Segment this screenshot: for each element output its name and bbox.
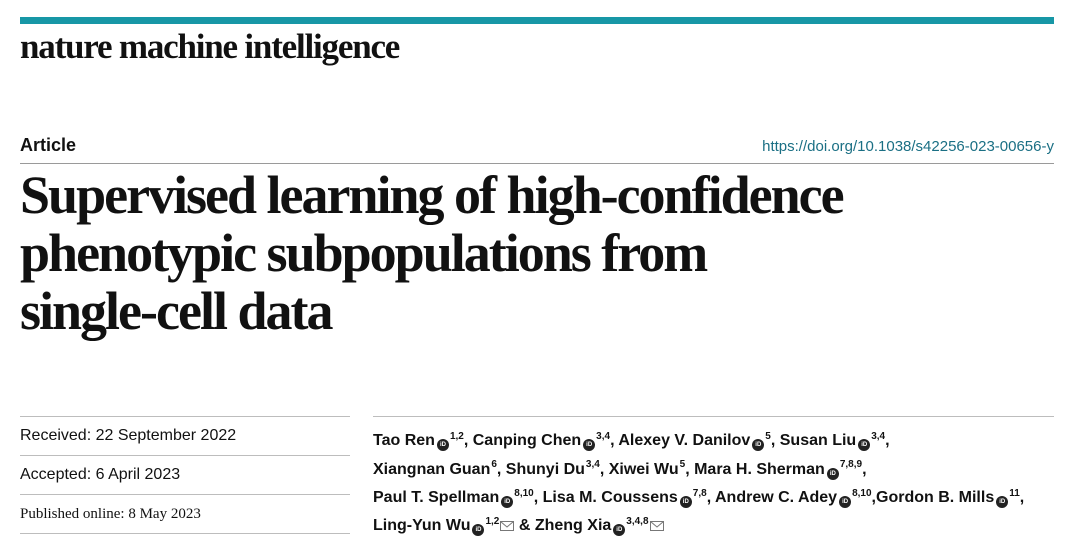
author-name-text: Mara H. Sherman	[694, 460, 825, 478]
orcid-icon[interactable]: iD	[839, 495, 852, 508]
received-date: Received: 22 September 2022	[20, 416, 350, 455]
author-name-text: Andrew C. Adey	[714, 488, 838, 506]
affiliation-marker: 8,10	[514, 487, 534, 499]
orcid-icon[interactable]: iD	[858, 439, 871, 452]
affiliation-marker: 5	[765, 431, 771, 442]
author-name-text: & Zheng Xia	[518, 517, 612, 535]
article-dates: Received: 22 September 2022 Accepted: 6 …	[20, 416, 350, 534]
affiliation-marker: 3,4,8	[626, 515, 649, 527]
author-separator: ,	[862, 460, 867, 478]
author-name[interactable]: Susan Liu iD3,4,	[779, 431, 890, 452]
header-divider	[20, 163, 1054, 164]
author-name[interactable]: & Zheng Xia iD3,4,8	[518, 515, 664, 537]
orcid-icon[interactable]: iD	[826, 467, 839, 480]
author-name[interactable]: Shunyi Du3,4,	[505, 459, 609, 478]
author-name[interactable]: Alexey V. Danilov iD5,	[618, 431, 780, 452]
doi-link[interactable]: https://doi.org/10.1038/s42256-023-00656…	[762, 138, 1054, 155]
author-name-text: Shunyi Du	[505, 460, 585, 478]
author-name[interactable]: Lisa M. Coussens iD7,8,	[542, 487, 715, 508]
author-list: Tao Ren iD1,2, Canping Chen iD3,4, Alexey …	[373, 425, 1033, 538]
orcid-icon[interactable]: iD	[472, 524, 485, 537]
published-date: Published online: 8 May 2023	[20, 494, 350, 534]
author-separator: ,	[871, 488, 876, 506]
affiliation-marker: 7,8,9	[839, 459, 863, 471]
author-name-text: Gordon B. Mills	[876, 488, 995, 506]
affiliation-marker: 7,8	[692, 487, 707, 499]
author-name-text: Paul T. Spellman	[373, 488, 500, 506]
affiliation-marker: 3,4	[596, 431, 611, 442]
orcid-icon[interactable]: iD	[501, 495, 514, 508]
author-name-text: Lisa M. Coussens	[542, 488, 678, 506]
affiliation-marker: 1,2	[485, 515, 500, 527]
author-name[interactable]: Xiwei Wu5,	[608, 459, 695, 478]
orcid-icon[interactable]: iD	[752, 439, 765, 452]
author-name-text: Tao Ren	[373, 432, 435, 450]
author-name-text: Susan Liu	[779, 432, 857, 450]
orcid-icon[interactable]: iD	[613, 524, 626, 537]
affiliation-marker: 5	[679, 459, 686, 471]
affiliation-marker: 6	[491, 459, 497, 471]
author-separator: ,	[496, 460, 506, 478]
article-title: Supervised learning of high-confidence p…	[20, 166, 1020, 340]
author-name[interactable]: Tao Ren iD1,2,	[373, 431, 473, 452]
author-name[interactable]: Canping Chen iD3,4,	[472, 431, 619, 452]
orcid-icon[interactable]: iD	[436, 439, 449, 452]
envelope-icon[interactable]	[500, 515, 515, 532]
article-type-label: Article	[20, 135, 77, 155]
author-name[interactable]: Mara H. Sherman iD7,8,9,	[694, 459, 867, 480]
affiliation-marker: 8,10	[852, 487, 872, 499]
author-name[interactable]: Andrew C. Adey iD8,10,	[714, 487, 876, 508]
author-name-text: Alexey V. Danilov	[618, 432, 751, 450]
journal-name[interactable]: nature machine intelligence	[20, 27, 400, 66]
affiliation-marker: 3,4	[871, 431, 886, 442]
accepted-date: Accepted: 6 April 2023	[20, 455, 350, 494]
orcid-icon[interactable]: iD	[996, 495, 1009, 508]
author-separator: ,	[1019, 488, 1025, 506]
author-name-text: Ling-Yun Wu	[373, 517, 471, 535]
author-separator: ,	[770, 432, 780, 450]
title-line: Supervised learning of high-confidence	[20, 165, 845, 225]
envelope-icon[interactable]	[649, 515, 664, 532]
author-name-text: Canping Chen	[472, 432, 582, 450]
author-name[interactable]: Ling-Yun Wu iD1,2	[373, 515, 519, 537]
orcid-icon[interactable]: iD	[679, 495, 692, 508]
author-name-text: Xiangnan Guan	[373, 460, 491, 478]
author-separator: ,	[533, 488, 543, 506]
affiliation-marker: 3,4	[585, 459, 600, 471]
author-separator: ,	[885, 432, 890, 450]
journal-accent-bar	[20, 17, 1054, 24]
orcid-icon[interactable]: iD	[583, 439, 596, 452]
authors-divider	[373, 416, 1054, 417]
affiliation-marker: 11	[1009, 487, 1020, 499]
affiliation-marker: 1,2	[449, 431, 464, 442]
author-name[interactable]: Xiangnan Guan6,	[373, 459, 506, 478]
author-separator: ,	[706, 488, 715, 506]
author-separator: ,	[685, 460, 695, 478]
author-name[interactable]: Gordon B. Mills iD11,	[876, 487, 1025, 508]
author-name[interactable]: Paul T. Spellman iD8,10,	[373, 487, 543, 508]
title-line: phenotypic subpopulations from	[20, 223, 708, 283]
title-line: single-cell data	[20, 281, 333, 341]
author-separator: ,	[610, 432, 619, 450]
author-separator: ,	[599, 460, 609, 478]
author-separator: ,	[463, 432, 473, 450]
author-name-text: Xiwei Wu	[608, 460, 679, 478]
